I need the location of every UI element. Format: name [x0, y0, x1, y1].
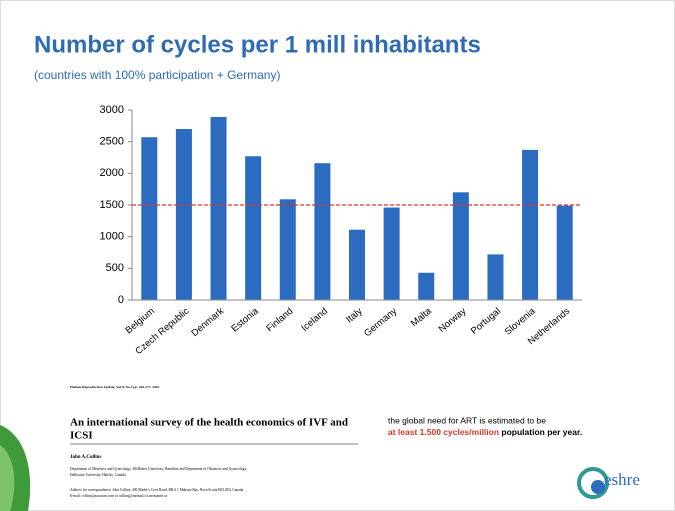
chart-title: Number of cycles per 1 mill inhabitants [34, 31, 481, 58]
y-tick-label: 2500 [100, 136, 124, 148]
bar [452, 192, 469, 300]
bar [383, 207, 400, 300]
bar [279, 199, 296, 300]
bar [210, 116, 227, 300]
logo: eshre [604, 470, 640, 489]
bar [245, 156, 262, 300]
y-tick-label: 1500 [100, 199, 124, 211]
logo-mark [591, 480, 605, 494]
chart-subtitle: (countries with 100% participation + Ger… [34, 68, 280, 82]
note-rest: population per year. [499, 427, 582, 437]
bar [175, 129, 192, 300]
note-line: at least 1.500 cycles/million population… [388, 427, 582, 437]
paper-title-1: An international survey of the health ec… [70, 417, 348, 429]
y-tick-label: 0 [118, 294, 124, 306]
y-tick-label: 3000 [100, 104, 124, 116]
bar [314, 163, 331, 300]
y-tick-label: 2000 [100, 167, 124, 179]
note-highlight: at least 1.500 cycles/million [388, 427, 499, 437]
affiliation: Dalhousie University, Halifax, Canada [70, 473, 126, 478]
address: Address for correspondence: John Collins… [70, 488, 244, 493]
decor [0, 445, 15, 511]
bar [141, 137, 158, 300]
address: E-mail: collins@auracom.com or collinsj@… [70, 494, 168, 498]
note-line: the global need for ART is estimated to … [388, 415, 546, 425]
bar [349, 229, 365, 300]
y-tick-label: 1000 [100, 231, 124, 243]
paper-title-2: ICSI [70, 430, 93, 442]
bar [522, 149, 539, 300]
bar [418, 272, 435, 300]
citation: Human Reproduction Update, Vol.8, No.3 p… [70, 385, 160, 389]
y-tick-label: 500 [106, 262, 124, 274]
paper-author: John A.Collins [70, 455, 101, 460]
logo-mark [577, 467, 609, 499]
affiliation: Department of Obstetrics and Gynecology,… [70, 467, 247, 472]
bar [556, 205, 573, 300]
bar [487, 254, 504, 300]
